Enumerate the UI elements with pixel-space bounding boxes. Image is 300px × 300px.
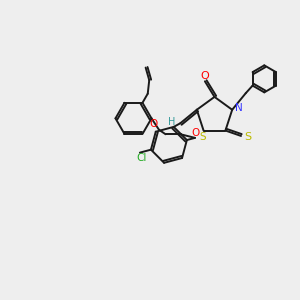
- Text: O: O: [191, 128, 200, 138]
- Text: H: H: [168, 117, 175, 127]
- Text: O: O: [149, 119, 158, 129]
- Text: N: N: [235, 103, 243, 113]
- Text: S: S: [200, 132, 206, 142]
- Text: S: S: [244, 132, 251, 142]
- Text: Cl: Cl: [136, 153, 147, 163]
- Text: O: O: [200, 71, 209, 81]
